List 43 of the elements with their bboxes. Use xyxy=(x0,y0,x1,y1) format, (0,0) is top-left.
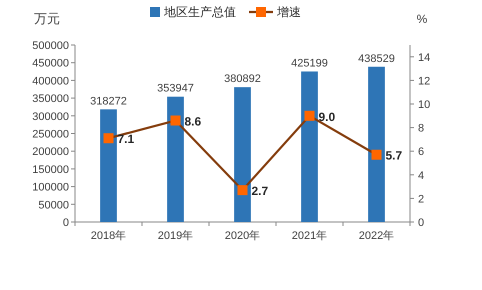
data-label: 438529 xyxy=(358,52,395,65)
bar xyxy=(167,96,184,222)
data-label: 2.7 xyxy=(252,184,269,198)
bar xyxy=(301,71,318,222)
data-label: 318272 xyxy=(90,95,127,108)
y2-axis-title: % xyxy=(416,12,428,26)
x-tick-label: 2021年 xyxy=(292,230,328,242)
y-tick-label: 450000 xyxy=(32,58,69,70)
y-tick-label: 0 xyxy=(62,217,69,229)
y2-tick-label: 2 xyxy=(418,193,424,206)
legend-label: 地区生产总值 xyxy=(163,5,236,19)
bar xyxy=(100,109,117,222)
y-tick-label: 500000 xyxy=(32,40,69,52)
y-tick-label: 100000 xyxy=(32,182,69,194)
y2-tick-label: 0 xyxy=(418,217,424,229)
data-label: 5.7 xyxy=(386,148,403,163)
data-label: 425199 xyxy=(291,57,328,70)
data-label: 353947 xyxy=(157,82,194,95)
data-label: 380892 xyxy=(224,73,261,86)
y-tick-label: 250000 xyxy=(32,128,69,140)
y-tick-label: 300000 xyxy=(32,110,69,123)
x-tick-label: 2020年 xyxy=(224,230,260,242)
y-axis-title: 万元 xyxy=(34,11,60,26)
y-tick-label: 400000 xyxy=(32,75,69,88)
y2-tick-label: 10 xyxy=(418,99,430,111)
y-tick-label: 150000 xyxy=(32,164,69,176)
y-tick-label: 50000 xyxy=(38,199,69,212)
data-label: 8.6 xyxy=(184,114,202,129)
y2-tick-label: 14 xyxy=(418,52,430,64)
legend-label: 增速 xyxy=(276,5,301,19)
y-tick-label: 350000 xyxy=(32,93,69,106)
y2-tick-label: 4 xyxy=(418,170,424,182)
y2-tick-label: 6 xyxy=(418,146,424,158)
y-tick-label: 200000 xyxy=(32,146,69,158)
x-tick-label: 2022年 xyxy=(358,230,394,242)
bar xyxy=(368,66,385,222)
data-label: 7.1 xyxy=(118,132,135,146)
y2-tick-label: 12 xyxy=(418,75,430,88)
x-tick-label: 2019年 xyxy=(158,230,194,242)
y2-tick-label: 8 xyxy=(418,122,424,135)
data-label: 9.0 xyxy=(318,110,336,124)
bar xyxy=(234,87,251,222)
x-tick-label: 2018年 xyxy=(90,230,126,242)
